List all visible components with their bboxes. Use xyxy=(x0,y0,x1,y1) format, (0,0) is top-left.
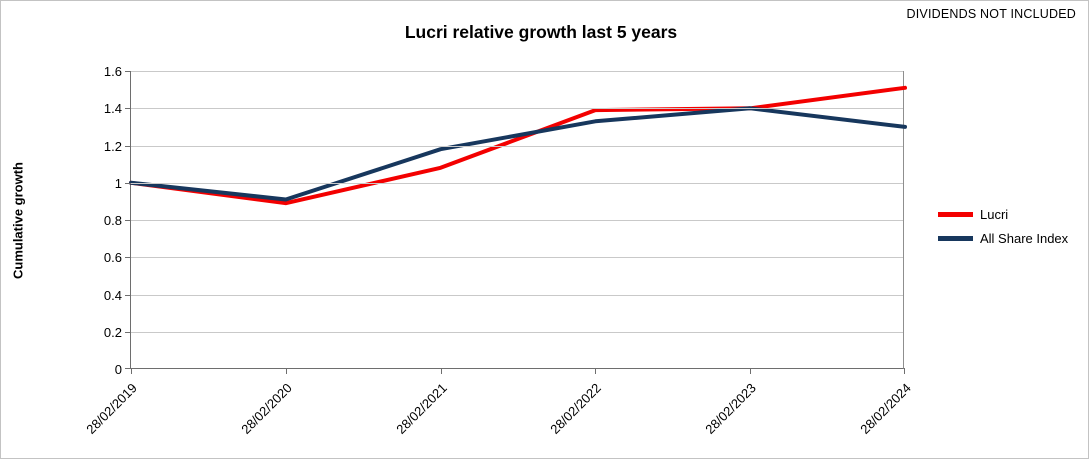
dividends-note: DIVIDENDS NOT INCLUDED xyxy=(906,7,1076,21)
legend: Lucri All Share Index xyxy=(938,207,1068,255)
gridline xyxy=(131,182,903,184)
legend-label: Lucri xyxy=(980,207,1009,222)
gridline xyxy=(131,294,903,296)
y-tick-label: 0.6 xyxy=(103,250,122,266)
x-tick-label: 28/02/2019 xyxy=(83,380,140,437)
x-tick-label: 28/02/2021 xyxy=(392,380,450,437)
y-tick-mark xyxy=(125,257,131,259)
y-tick-label: 0.8 xyxy=(103,213,122,228)
x-tick-mark xyxy=(595,368,597,374)
gridline xyxy=(131,108,903,110)
y-tick-label: 0 xyxy=(114,362,122,377)
legend-line-swatch xyxy=(938,236,973,241)
gridline xyxy=(131,257,903,259)
y-tick-mark xyxy=(125,368,131,369)
legend-label: All Share Index xyxy=(980,231,1069,246)
gridline xyxy=(131,331,903,333)
y-axis-title: Cumulative growth xyxy=(10,162,26,280)
series-line-lucri xyxy=(129,85,907,206)
y-tick-mark xyxy=(125,71,131,72)
y-tick-mark xyxy=(125,294,131,296)
x-tick-mark xyxy=(904,368,905,374)
x-tick-mark xyxy=(750,368,752,374)
y-tick-mark xyxy=(125,331,131,333)
y-tick-mark xyxy=(125,108,131,110)
y-tick-mark xyxy=(125,145,131,147)
legend-item-lucri: Lucri xyxy=(938,207,1068,222)
y-tick-label: 0.4 xyxy=(103,287,122,303)
y-tick-mark xyxy=(125,182,131,184)
series-line-all-share-index xyxy=(129,106,907,202)
chart-title: Lucri relative growth last 5 years xyxy=(404,22,678,42)
legend-item-all-share-index: All Share Index xyxy=(938,231,1068,246)
y-tick-label: 1.2 xyxy=(103,138,122,154)
y-tick-mark xyxy=(125,220,131,221)
x-tick-label: 28/02/2022 xyxy=(547,380,605,437)
gridline xyxy=(131,145,903,147)
x-tick-mark xyxy=(131,368,132,374)
x-tick-label: 28/02/2024 xyxy=(857,380,914,437)
y-tick-label: 1.4 xyxy=(103,101,122,117)
y-tick-label: 1.6 xyxy=(103,64,122,79)
legend-line-swatch xyxy=(938,212,973,217)
plot-area xyxy=(125,71,907,374)
x-tick-mark xyxy=(285,368,287,374)
x-tick-label: 28/02/2023 xyxy=(702,380,760,437)
gridline xyxy=(131,220,903,221)
gridline xyxy=(131,71,903,72)
y-tick-label: 0.2 xyxy=(103,324,122,340)
series-lines xyxy=(129,85,907,206)
y-tick-label: 1 xyxy=(114,175,122,191)
x-tick-mark xyxy=(440,368,442,374)
x-tick-label: 28/02/2020 xyxy=(238,380,295,437)
